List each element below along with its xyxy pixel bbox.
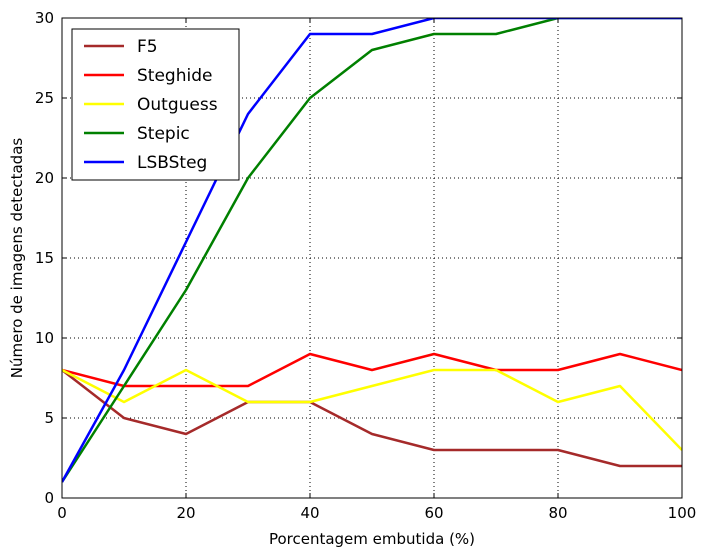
y-axis-label: Número de imagens detectadas xyxy=(8,138,26,379)
series-line-f5 xyxy=(62,369,682,468)
y-tick-label: 15 xyxy=(35,249,54,267)
legend-label-stepic: Stepic xyxy=(137,124,190,144)
x-axis-tick-labels: 0 20 40 60 80 100 xyxy=(57,504,696,522)
x-tick-label: 0 xyxy=(57,504,67,522)
series-line-lsbsteg xyxy=(62,18,682,483)
x-axis-label: Porcentagem embutida (%) xyxy=(269,530,475,548)
legend-label-steghide: Steghide xyxy=(137,66,212,86)
axis-ticks xyxy=(61,17,683,499)
y-tick-label: 0 xyxy=(44,489,54,507)
series-line-outguess xyxy=(62,368,682,451)
y-tick-label: 5 xyxy=(44,409,54,427)
x-tick-label: 40 xyxy=(300,504,319,522)
y-tick-label: 30 xyxy=(35,9,54,27)
y-tick-label: 25 xyxy=(35,89,54,107)
x-tick-label: 80 xyxy=(548,504,567,522)
x-tick-label: 20 xyxy=(176,504,195,522)
series-line-steghide xyxy=(62,352,682,388)
series-line-stepic xyxy=(62,18,682,483)
x-tick-label: 60 xyxy=(424,504,443,522)
legend-label-f5: F5 xyxy=(137,37,158,57)
legend-label-lsbsteg: LSBSteg xyxy=(137,153,207,173)
legend-label-outguess: Outguess xyxy=(137,95,218,115)
y-tick-label: 20 xyxy=(35,169,54,187)
y-tick-label: 10 xyxy=(35,329,54,347)
legend: F5 Steghide Outguess Stepic LSBSteg xyxy=(71,28,240,181)
y-axis-tick-labels: 0 5 10 15 20 25 30 xyxy=(35,9,54,507)
x-tick-label: 100 xyxy=(668,504,697,522)
series-lines xyxy=(62,18,682,483)
